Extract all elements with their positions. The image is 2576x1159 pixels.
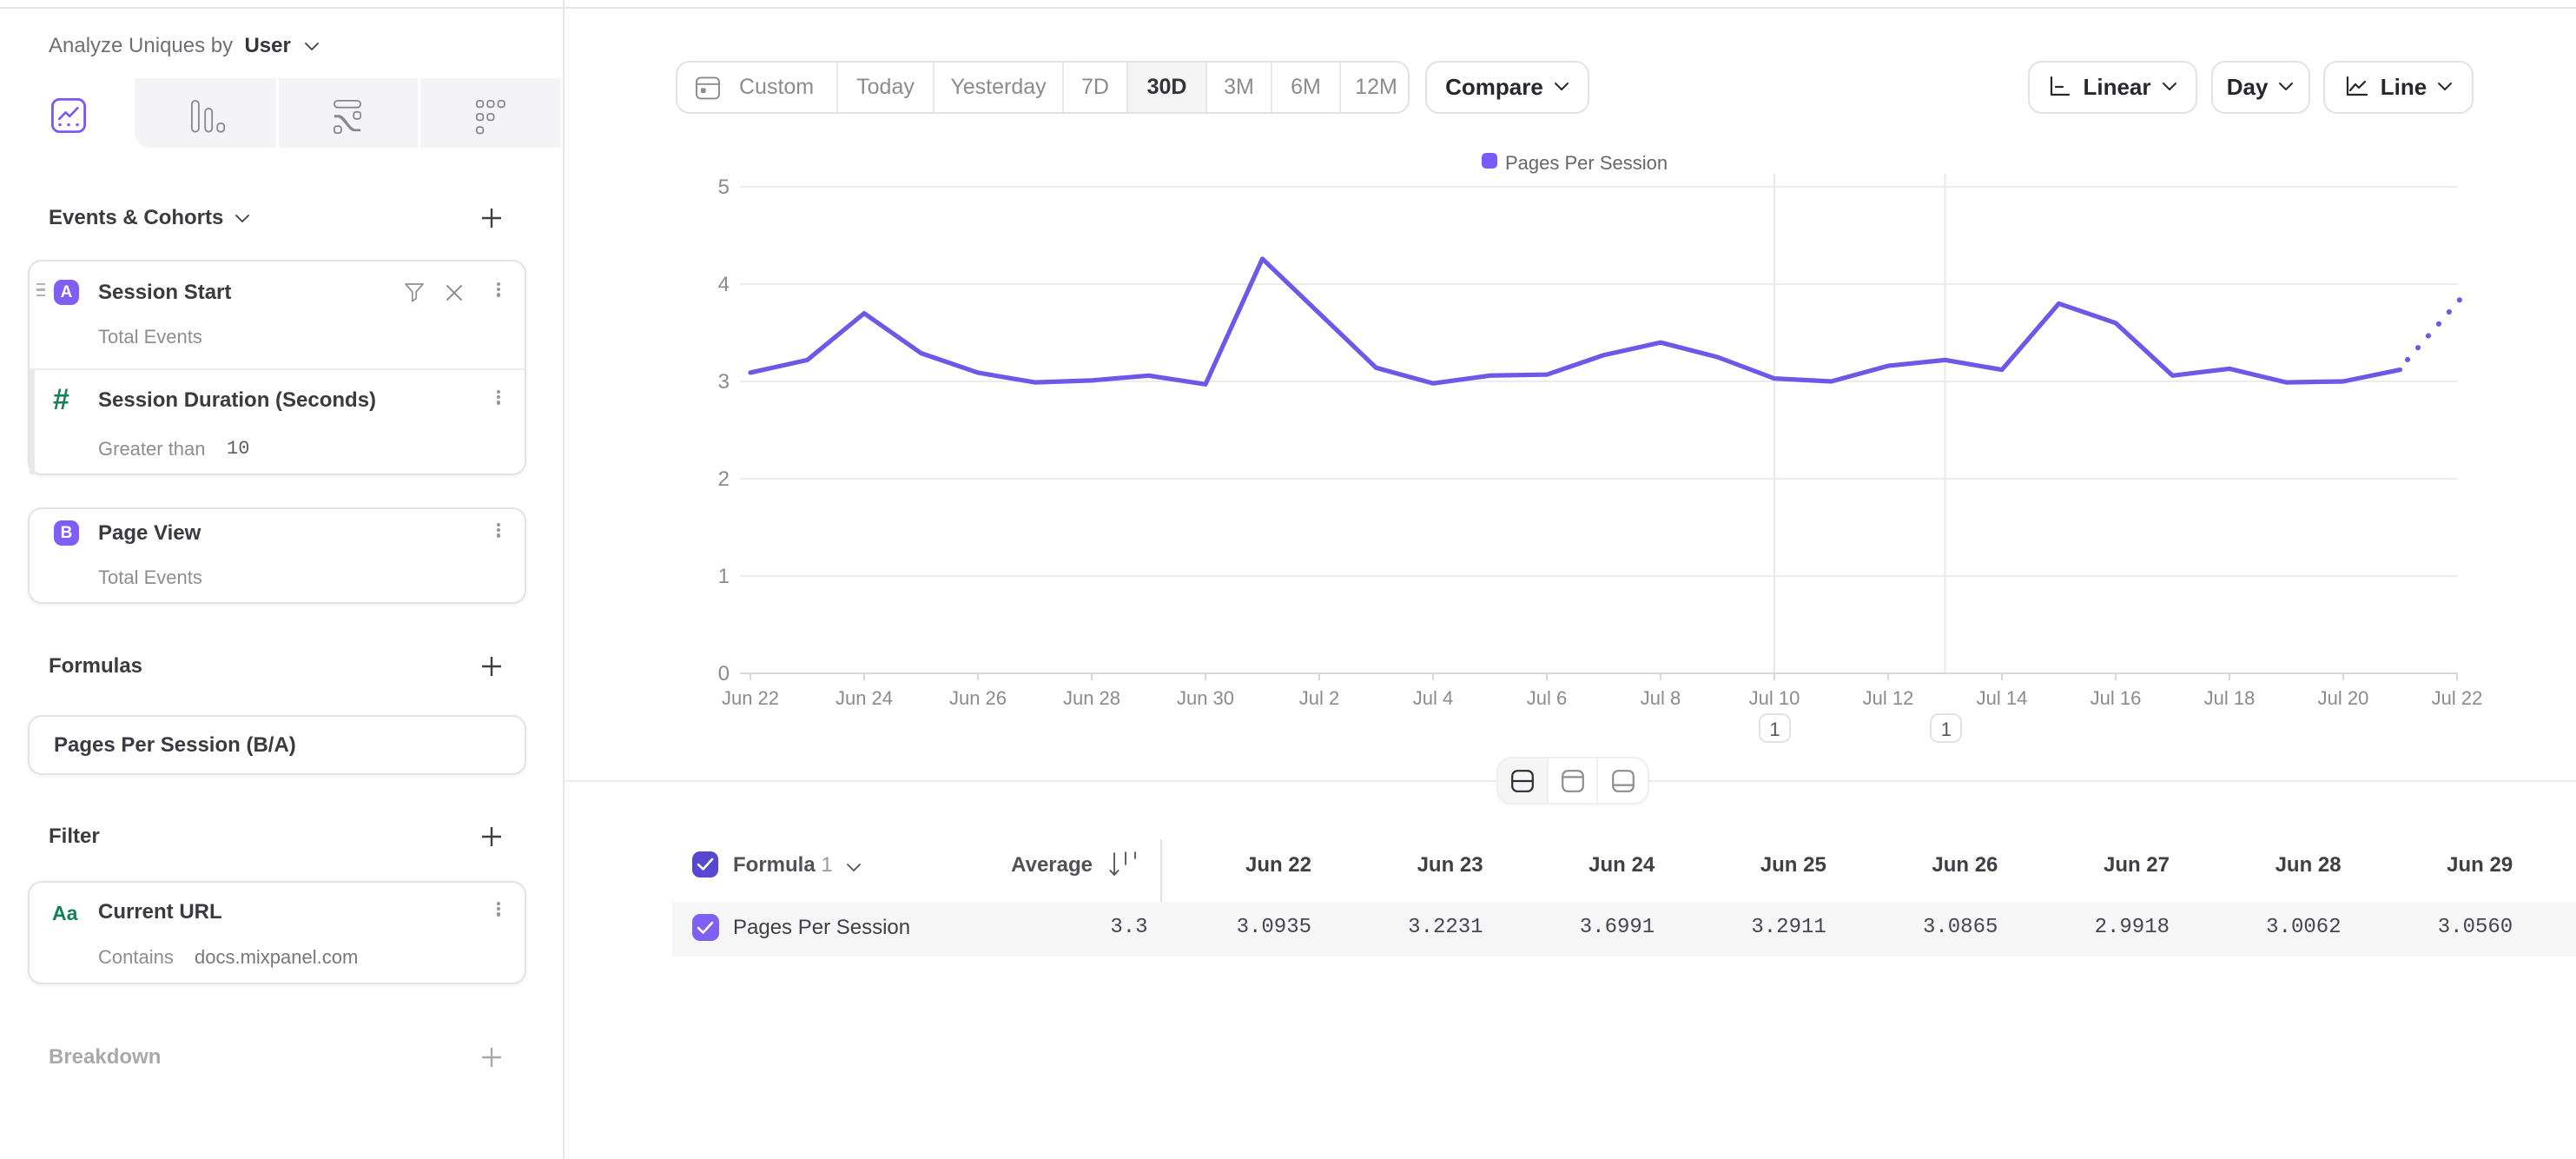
svg-text:Jul 16: Jul 16 (2091, 687, 2142, 709)
svg-text:Jul 20: Jul 20 (2318, 687, 2369, 709)
svg-text:5: 5 (718, 176, 730, 199)
svg-text:Jul 6: Jul 6 (1527, 687, 1567, 709)
svg-text:Jul 18: Jul 18 (2204, 687, 2256, 709)
svg-text:4: 4 (718, 273, 730, 296)
svg-text:Jun 22: Jun 22 (722, 687, 779, 709)
svg-text:Jul 12: Jul 12 (1863, 687, 1914, 709)
svg-text:Jul 22: Jul 22 (2432, 687, 2483, 709)
svg-text:Jul 8: Jul 8 (1641, 687, 1681, 709)
svg-text:3: 3 (718, 370, 730, 394)
svg-text:Jul 4: Jul 4 (1413, 687, 1453, 709)
svg-text:Jul 14: Jul 14 (1977, 687, 2028, 709)
svg-text:0: 0 (718, 662, 730, 685)
svg-text:2: 2 (718, 467, 730, 491)
svg-text:Jun 30: Jun 30 (1177, 687, 1234, 709)
svg-text:Jun 24: Jun 24 (836, 687, 893, 709)
svg-text:Jul 10: Jul 10 (1749, 687, 1800, 709)
svg-text:1: 1 (718, 565, 730, 588)
svg-text:Jul 2: Jul 2 (1299, 687, 1339, 709)
svg-text:Jun 28: Jun 28 (1063, 687, 1120, 709)
svg-text:Jun 26: Jun 26 (949, 687, 1007, 709)
